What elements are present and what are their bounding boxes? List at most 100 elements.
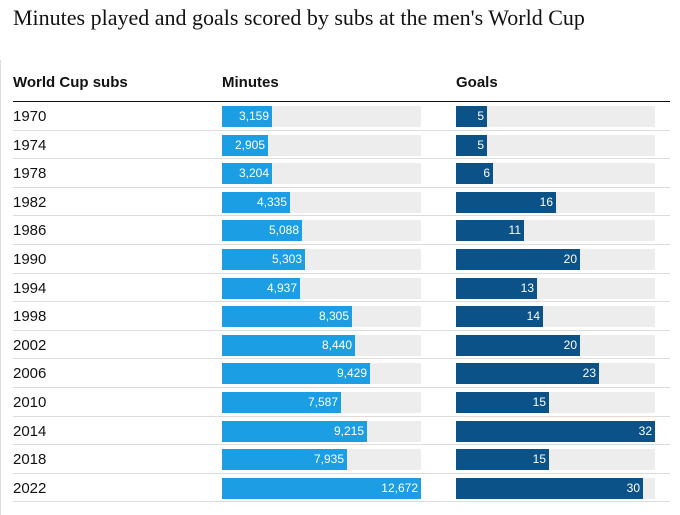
goals-value-label: 5 xyxy=(477,109,484,123)
minutes-track: 5,088 xyxy=(222,220,421,242)
year-label: 2014 xyxy=(13,422,47,440)
minutes-track: 4,335 xyxy=(222,191,421,213)
minutes-bar xyxy=(222,363,370,385)
minutes-value-label: 7,935 xyxy=(313,452,344,467)
goals-track: 20 xyxy=(456,334,655,356)
minutes-track: 7,587 xyxy=(222,392,421,413)
goals-track: 5 xyxy=(456,106,655,127)
goals-track: 30 xyxy=(456,477,655,499)
goals-value-label: 13 xyxy=(520,280,534,295)
row-divider xyxy=(13,501,670,503)
year-label: 2010 xyxy=(13,394,47,411)
goals-bar xyxy=(456,163,493,185)
year-label: 1974 xyxy=(13,136,47,154)
year-label: 1986 xyxy=(13,222,47,240)
table-row: 2022 12,672 30 xyxy=(13,474,670,503)
goals-bar xyxy=(456,334,580,356)
goals-track: 11 xyxy=(456,220,655,242)
minutes-track: 3,159 xyxy=(222,106,421,127)
minutes-bar xyxy=(222,163,272,185)
table-row: 1986 5,088 11 xyxy=(13,216,670,245)
header-goals: Goals xyxy=(456,74,498,91)
goals-track: 5 xyxy=(456,134,655,156)
goals-value-label: 23 xyxy=(582,366,596,381)
goals-bar xyxy=(456,220,524,242)
goals-track: 16 xyxy=(456,191,655,213)
table-row: 2006 9,429 23 xyxy=(13,359,670,388)
goals-value-label: 5 xyxy=(477,137,484,152)
minutes-value-label: 5,088 xyxy=(268,223,299,238)
year-label: 2002 xyxy=(13,336,47,354)
goals-value-label: 6 xyxy=(483,166,490,181)
table-row: 1998 8,305 14 xyxy=(13,302,670,331)
minutes-track: 8,305 xyxy=(222,306,421,328)
minutes-track: 12,672 xyxy=(222,477,421,499)
row-divider xyxy=(13,301,670,303)
minutes-value-label: 8,440 xyxy=(321,337,352,352)
minutes-bar xyxy=(222,334,355,356)
goals-bar xyxy=(456,191,556,213)
left-edge-divider xyxy=(0,60,1,515)
minutes-bar xyxy=(222,220,302,242)
goals-value-label: 11 xyxy=(508,223,521,238)
minutes-bar xyxy=(222,249,305,270)
goals-track: 14 xyxy=(456,306,655,328)
table-row: 2018 7,935 15 xyxy=(13,445,670,474)
minutes-value-label: 8,305 xyxy=(318,309,349,324)
table-row: 1994 4,937 13 xyxy=(13,274,670,303)
row-divider xyxy=(13,186,670,188)
row-divider xyxy=(13,272,670,274)
minutes-track: 3,204 xyxy=(222,163,421,185)
table-row: 1970 3,159 5 xyxy=(13,102,670,131)
minutes-bar xyxy=(222,392,341,413)
header-year: World Cup subs xyxy=(13,74,128,91)
goals-bar xyxy=(456,477,643,499)
minutes-bar xyxy=(222,106,272,127)
minutes-value-label: 4,937 xyxy=(266,280,297,295)
year-label: 1982 xyxy=(13,193,47,211)
goals-bar xyxy=(456,249,580,270)
goals-value-label: 15 xyxy=(532,395,546,409)
minutes-track: 7,935 xyxy=(222,449,421,471)
goals-track: 20 xyxy=(456,249,655,270)
row-divider xyxy=(13,358,670,360)
minutes-bar xyxy=(222,449,347,471)
table-row: 2010 7,587 15 xyxy=(13,388,670,417)
minutes-bar xyxy=(222,306,352,328)
goals-bar xyxy=(456,306,543,328)
minutes-value-label: 3,204 xyxy=(238,166,269,181)
row-divider xyxy=(13,215,670,217)
header-rule xyxy=(13,101,670,102)
table-row: 1978 3,204 6 xyxy=(13,159,670,188)
goals-value-label: 32 xyxy=(638,423,652,438)
table-row: 2002 8,440 20 xyxy=(13,331,670,360)
table-row: 1990 5,303 20 xyxy=(13,245,670,274)
year-label: 1994 xyxy=(13,279,47,297)
goals-bar xyxy=(456,277,537,299)
chart-title: Minutes played and goals scored by subs … xyxy=(13,5,585,30)
row-divider xyxy=(13,243,670,245)
goals-bar xyxy=(456,392,549,413)
minutes-track: 9,429 xyxy=(222,363,421,385)
row-divider xyxy=(13,158,670,160)
goals-track: 23 xyxy=(456,363,655,385)
minutes-bar xyxy=(222,191,290,213)
minutes-value-label: 2,905 xyxy=(234,137,265,152)
minutes-track: 2,905 xyxy=(222,134,421,156)
minutes-value-label: 9,429 xyxy=(336,366,367,381)
minutes-track: 9,215 xyxy=(222,420,421,442)
row-divider xyxy=(13,386,670,388)
goals-bar xyxy=(456,134,487,156)
minutes-value-label: 9,215 xyxy=(333,423,364,438)
goals-value-label: 30 xyxy=(626,480,640,495)
year-label: 1978 xyxy=(13,165,47,183)
minutes-track: 4,937 xyxy=(222,277,421,299)
minutes-bar xyxy=(222,277,300,299)
table-row: 1974 2,905 5 xyxy=(13,131,670,160)
year-label: 2006 xyxy=(13,365,47,383)
goals-value-label: 16 xyxy=(539,194,553,209)
minutes-value-label: 4,335 xyxy=(256,194,287,209)
minutes-bar xyxy=(222,420,367,442)
goals-value-label: 20 xyxy=(563,252,577,266)
row-divider xyxy=(13,329,670,331)
